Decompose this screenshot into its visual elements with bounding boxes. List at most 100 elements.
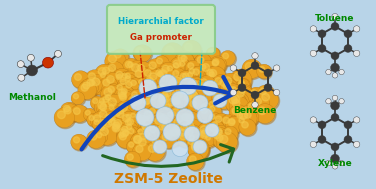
Circle shape [167,111,179,123]
Circle shape [191,83,198,89]
Circle shape [221,52,237,67]
Circle shape [96,132,109,145]
Circle shape [73,137,80,143]
Circle shape [162,117,170,124]
Circle shape [259,67,265,72]
Circle shape [100,76,118,94]
Circle shape [211,120,224,134]
Circle shape [120,124,136,140]
Circle shape [105,115,113,122]
Circle shape [215,128,228,141]
Circle shape [339,69,344,75]
Circle shape [178,72,196,88]
Circle shape [124,116,141,133]
Circle shape [331,101,340,110]
Circle shape [199,82,214,97]
Circle shape [139,121,155,137]
Circle shape [136,77,149,89]
Circle shape [162,123,170,131]
Circle shape [192,95,208,111]
Circle shape [353,141,360,148]
Circle shape [116,89,135,107]
Circle shape [188,67,202,81]
Circle shape [157,123,173,138]
Circle shape [196,85,202,90]
Circle shape [188,140,193,144]
Circle shape [177,92,183,98]
Circle shape [159,124,165,130]
Circle shape [332,13,338,20]
Circle shape [182,114,188,121]
Circle shape [114,108,133,127]
Circle shape [159,97,174,111]
Circle shape [100,65,119,83]
Circle shape [238,79,252,92]
Circle shape [212,75,230,92]
Circle shape [120,71,133,84]
Circle shape [136,131,154,148]
Circle shape [188,80,206,97]
Circle shape [207,104,221,119]
Circle shape [173,126,179,132]
Circle shape [239,118,244,123]
Circle shape [152,138,163,150]
Circle shape [117,101,138,122]
Circle shape [115,52,121,58]
Circle shape [262,93,270,101]
Circle shape [109,122,130,142]
Circle shape [135,46,153,63]
Circle shape [204,67,221,83]
Circle shape [258,107,266,115]
Circle shape [149,145,156,152]
Circle shape [223,80,239,96]
Circle shape [150,73,157,80]
Circle shape [62,105,81,123]
Circle shape [198,128,219,149]
Circle shape [114,72,128,86]
Circle shape [162,65,169,72]
Circle shape [190,66,206,82]
Circle shape [189,90,207,107]
Circle shape [60,102,78,120]
Circle shape [115,87,136,107]
Circle shape [198,77,217,96]
Circle shape [201,84,222,104]
Circle shape [135,112,153,129]
Circle shape [179,53,194,68]
Circle shape [126,114,131,119]
Circle shape [135,63,154,81]
Circle shape [178,122,197,141]
Circle shape [153,116,170,133]
Circle shape [209,56,227,73]
Circle shape [111,117,132,137]
Circle shape [144,111,152,119]
Circle shape [120,127,136,143]
Circle shape [258,90,279,110]
Circle shape [175,126,194,145]
Circle shape [156,84,170,98]
Circle shape [170,79,177,85]
Circle shape [127,94,144,111]
Circle shape [105,115,124,133]
Circle shape [162,44,185,65]
Circle shape [139,84,161,106]
Circle shape [158,112,177,132]
Circle shape [136,114,141,120]
Circle shape [117,91,135,108]
Circle shape [129,89,144,104]
Circle shape [205,123,219,137]
Circle shape [139,118,146,124]
Circle shape [90,133,97,140]
Circle shape [141,128,157,143]
Circle shape [133,68,152,87]
Circle shape [205,87,212,95]
Circle shape [339,160,344,166]
Circle shape [26,65,38,76]
Circle shape [115,83,130,97]
Circle shape [143,78,159,94]
Circle shape [103,96,109,102]
Circle shape [141,108,160,127]
Circle shape [105,51,126,72]
Circle shape [160,63,179,82]
Circle shape [163,123,181,141]
